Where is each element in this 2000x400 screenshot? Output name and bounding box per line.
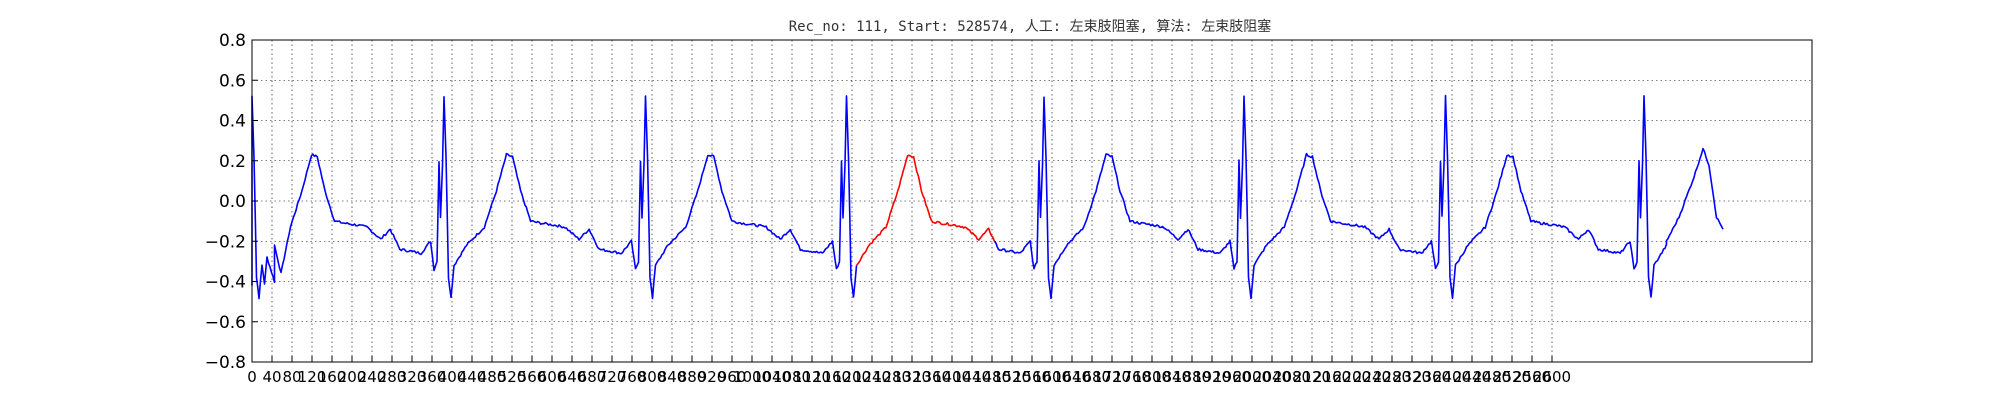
x-tick-label: 760 [618,368,647,386]
x-tick-label: 1680 [1073,368,1111,386]
x-tick-label: 2480 [1473,368,1511,386]
x-tick-label: 1200 [833,368,871,386]
x-tick-label: 2000 [1233,368,1271,386]
x-tick-label: 80 [282,368,301,386]
x-tick-label: 2400 [1433,368,1471,386]
x-tick-label: 2080 [1273,368,1311,386]
x-tick-label: 1040 [753,368,791,386]
x-tick-label: 400 [438,368,467,386]
x-tick-label: 800 [638,368,667,386]
ecg-trace [251,95,858,300]
x-tick-label: 1320 [893,368,931,386]
x-tick-label: 1280 [873,368,911,386]
x-tick-label: 1160 [813,368,851,386]
x-tick-label: 40 [262,368,281,386]
x-tick-label: 200 [338,368,367,386]
x-tick-label: 160 [318,368,347,386]
x-tick-label: 120 [298,368,327,386]
y-tick-label: 0.2 [219,152,246,172]
y-tick-label: 0.4 [219,112,246,132]
x-tick-label: 2120 [1293,368,1331,386]
x-tick-label: 960 [718,368,747,386]
x-tick-label: 2440 [1453,368,1491,386]
x-tick-label: 1800 [1133,368,1171,386]
chart-title: Rec_no: 111, Start: 528574, 人工: 左束肢阻塞, 算… [789,18,1272,35]
x-tick-label: 1600 [1033,368,1071,386]
y-tick-label: −0.2 [205,232,246,252]
x-tick-label: 1560 [1013,368,1051,386]
x-tick-label: 2040 [1253,368,1291,386]
x-axis: 0 40 8012016020024028032036040044048052056… [247,356,1571,386]
x-tick-label: 1120 [793,368,831,386]
x-tick-label: 2600 [1533,368,1571,386]
y-tick-label: 0.0 [219,192,246,212]
x-tick-label: 1520 [993,368,1031,386]
x-tick-label: 600 [538,368,567,386]
y-axis: −0.8 −0.6 −0.4 −0.2 0.0 0.2 0.4 0.6 0.8 [205,31,258,373]
x-tick-label: 1000 [733,368,771,386]
x-tick-label: 0 [247,368,257,386]
x-tick-label: 240 [358,368,387,386]
grid-lines [251,39,1812,363]
x-tick-label: 560 [518,368,547,386]
x-tick-label: 1480 [973,368,1011,386]
x-tick-label: 1640 [1053,368,1091,386]
x-tick-label: 1400 [933,368,971,386]
x-tick-label: 480 [478,368,507,386]
x-tick-label: 880 [678,368,707,386]
x-tick-label: 1840 [1153,368,1191,386]
x-tick-label: 680 [578,368,607,386]
x-tick-label: 2520 [1493,368,1531,386]
x-tick-label: 840 [658,368,687,386]
x-tick-label: 1080 [773,368,811,386]
x-tick-label: 2240 [1353,368,1391,386]
x-tick-label: 920 [698,368,727,386]
x-tick-label: 1760 [1113,368,1151,386]
x-tick-label: 320 [398,368,427,386]
y-tick-label: 0.8 [219,31,246,51]
ecg-series [251,94,1724,300]
x-tick-label: 720 [598,368,627,386]
y-tick-label: 0.6 [219,71,246,91]
x-tick-label: 1440 [953,368,991,386]
x-tick-label: 2160 [1313,368,1351,386]
x-tick-label: 280 [378,368,407,386]
y-tick-label: −0.8 [205,353,246,373]
x-tick-label: 1880 [1173,368,1211,386]
x-tick-label: 2560 [1513,368,1551,386]
highlighted-beat-trace [855,154,996,267]
x-tick-label: 640 [558,368,587,386]
y-tick-label: −0.4 [205,273,246,293]
x-tick-label: 2280 [1373,368,1411,386]
ecg-trace [993,94,1724,300]
x-tick-label: 1960 [1213,368,1251,386]
x-tick-label: 1240 [853,368,891,386]
x-tick-label: 360 [418,368,447,386]
x-tick-label: 1360 [913,368,951,386]
x-tick-label: 1720 [1093,368,1131,386]
x-tick-label: 440 [458,368,487,386]
x-tick-label: 2360 [1413,368,1451,386]
x-tick-label: 520 [498,368,527,386]
x-tick-label: 1920 [1193,368,1231,386]
y-tick-label: −0.6 [205,313,246,333]
x-tick-label: 2320 [1393,368,1431,386]
x-tick-label: 2200 [1333,368,1371,386]
